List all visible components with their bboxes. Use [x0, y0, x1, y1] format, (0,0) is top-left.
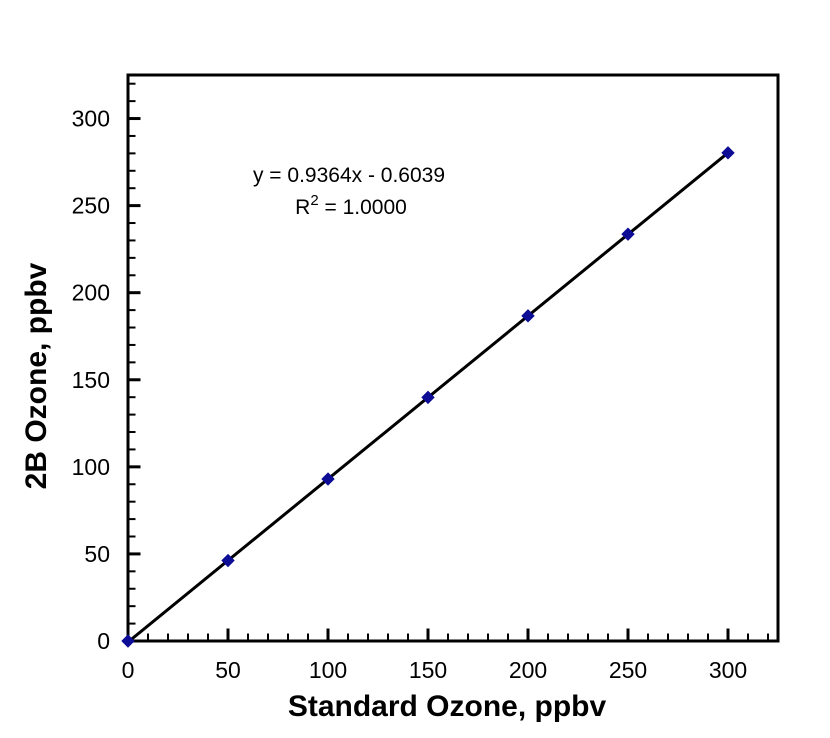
data-points — [121, 146, 735, 648]
axis-ticks — [129, 82, 769, 640]
x-tick-label: 250 — [609, 657, 647, 683]
data-point-diamond — [321, 472, 335, 486]
r-squared-label: R2 = 1.0000 — [295, 192, 407, 219]
y-tick-label: 0 — [97, 628, 110, 654]
data-point-diamond — [521, 309, 535, 323]
y-tick-label: 50 — [84, 541, 110, 567]
data-point-diamond — [121, 634, 135, 648]
data-point-diamond — [721, 146, 735, 160]
x-tick-label: 100 — [309, 657, 347, 683]
plot-area-border — [126, 73, 780, 643]
y-tick-label: 100 — [72, 454, 110, 480]
x-axis-title: Standard Ozone, ppbv — [288, 690, 607, 723]
data-point-diamond — [221, 553, 235, 568]
y-tick-label: 300 — [72, 106, 110, 132]
x-tick-label: 200 — [509, 657, 547, 683]
x-tick-label: 0 — [122, 657, 135, 683]
r-squared-superscript: 2 — [310, 192, 318, 209]
y-tick-label: 150 — [72, 367, 110, 393]
y-tick-label: 200 — [72, 280, 110, 306]
y-tick-label: 250 — [72, 193, 110, 219]
axis-tick-labels: 0 50 100 150 200 250 300 0 50 100 150 200 250 300 — [72, 106, 748, 683]
data-point-diamond — [421, 390, 435, 405]
data-point-diamond — [621, 227, 635, 241]
x-tick-label: 150 — [409, 657, 447, 683]
x-tick-label: 300 — [709, 657, 747, 683]
trendline-equation-label: y = 0.9364x - 0.6039 — [253, 164, 445, 187]
r-squared-base: R — [295, 196, 310, 219]
x-tick-label: 50 — [215, 657, 241, 683]
y-axis-title: 2B Ozone, ppbv — [20, 262, 53, 489]
r-squared-value: = 1.0000 — [319, 196, 407, 219]
